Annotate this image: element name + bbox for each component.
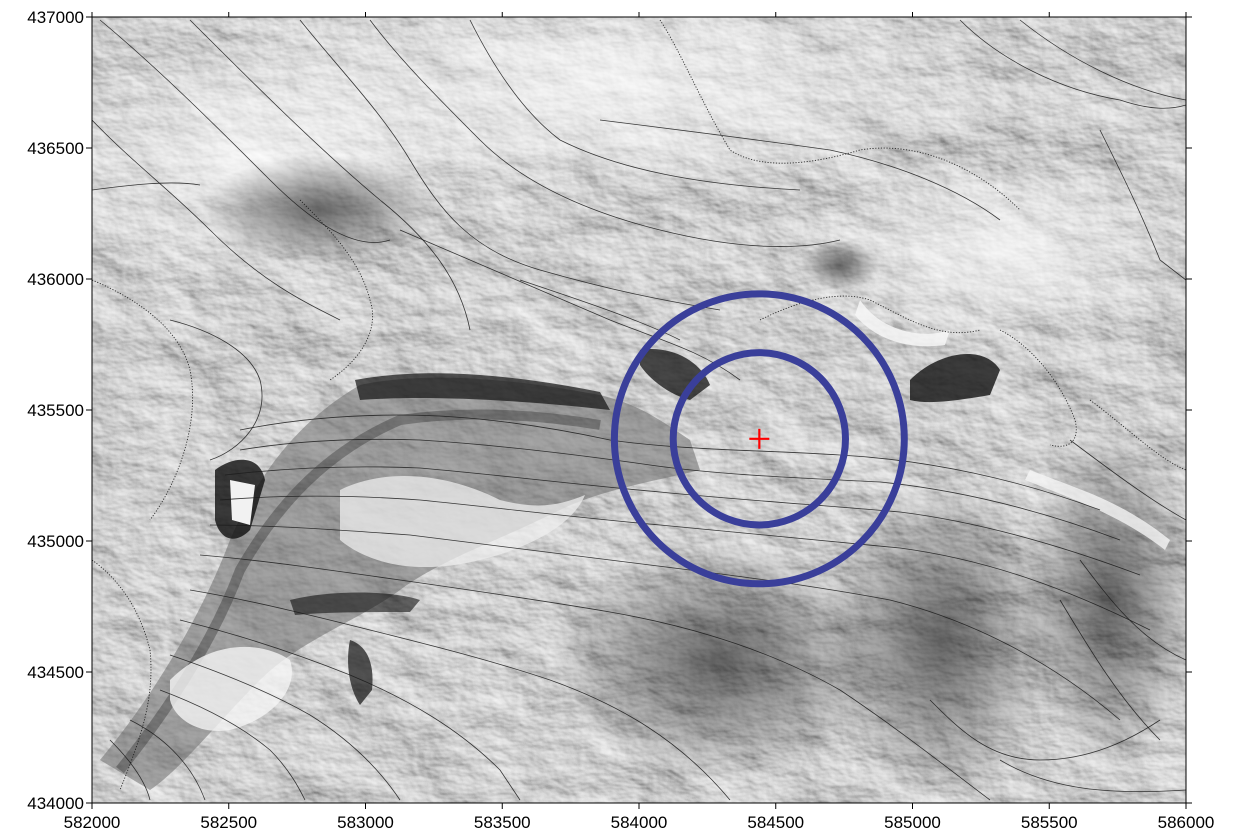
x-tick-label: 586000 [1158, 813, 1215, 832]
x-tick-label: 583500 [474, 813, 531, 832]
x-tick-label: 584000 [611, 813, 668, 832]
y-axis: 437000 436500 436000 435500 435000 434500 4340… [27, 8, 1192, 813]
x-axis: 582000 582500 583000 583500 584000 584500 5850… [64, 12, 1215, 832]
y-tick-label: 435000 [27, 532, 84, 551]
overlay-layer [610, 290, 908, 588]
y-tick-label: 434500 [27, 663, 84, 682]
x-tick-label: 582000 [64, 813, 121, 832]
site-marker-icon [749, 428, 770, 449]
x-tick-label: 584500 [747, 813, 804, 832]
x-tick-label: 585500 [1021, 813, 1078, 832]
y-tick-label: 434000 [27, 794, 84, 813]
y-tick-label: 436000 [27, 270, 84, 289]
y-tick-label: 435500 [27, 401, 84, 420]
x-tick-label: 585000 [884, 813, 941, 832]
x-tick-label: 582500 [200, 813, 257, 832]
x-tick-label: 583000 [337, 813, 394, 832]
outer-buffer-ring [610, 290, 908, 588]
y-tick-label: 436500 [27, 139, 84, 158]
contour-lines [92, 19, 1186, 801]
hillshade-basemap [92, 17, 1186, 803]
inner-buffer-ring [669, 349, 849, 529]
y-tick-label: 437000 [27, 8, 84, 27]
